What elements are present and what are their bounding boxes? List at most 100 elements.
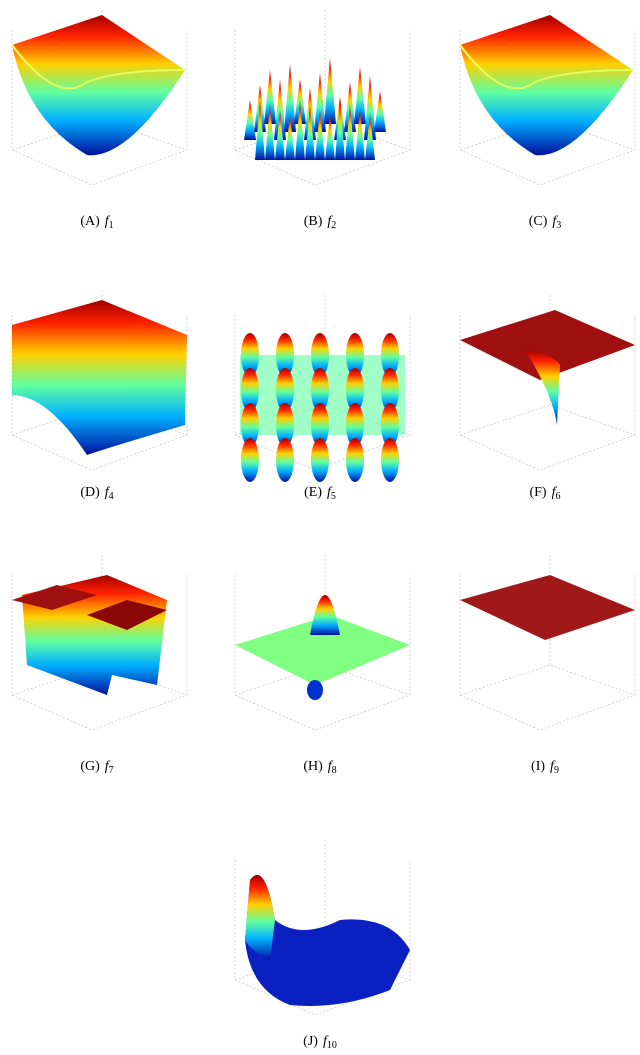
caption-label: (B)	[304, 214, 323, 229]
panel	[459, 295, 636, 471]
caption-func: f	[105, 214, 111, 229]
caption-sub: 6	[556, 491, 561, 502]
panel	[459, 555, 636, 731]
caption-func: f	[105, 485, 111, 500]
surface-edge	[459, 44, 634, 90]
surface	[12, 15, 185, 156]
spike	[274, 79, 286, 140]
caption-label: (I)	[531, 759, 545, 774]
caption-label: (D)	[80, 485, 100, 500]
spike	[364, 76, 376, 140]
spike	[365, 115, 375, 160]
caption-func: f	[552, 485, 558, 500]
spike	[255, 100, 265, 160]
bump	[346, 333, 364, 377]
surface	[12, 300, 187, 455]
panel	[234, 840, 411, 1016]
caption-sub: 1	[109, 220, 114, 231]
spike	[374, 91, 386, 132]
caption-label: (H)	[303, 759, 323, 774]
block	[87, 600, 167, 630]
surface-edge	[11, 44, 186, 90]
bump	[276, 368, 294, 412]
panel	[11, 295, 188, 471]
caption-sub: 2	[331, 220, 336, 231]
caption-sub: 4	[109, 491, 114, 502]
caption: (D) f4	[80, 485, 113, 502]
caption-func: f	[328, 759, 334, 774]
spike	[314, 73, 326, 132]
bump	[311, 333, 329, 377]
panel	[234, 555, 411, 731]
panel	[234, 295, 411, 482]
plane	[460, 310, 635, 380]
caption: (B) f2	[304, 214, 337, 231]
bump	[311, 438, 329, 482]
spike	[295, 100, 305, 160]
caption-sub: 5	[331, 491, 336, 502]
caption-func: f	[323, 1034, 329, 1049]
axes-box	[459, 295, 636, 471]
caption-label: (G)	[80, 759, 100, 774]
panel	[459, 10, 636, 186]
caption-func: f	[327, 485, 333, 500]
bump	[381, 403, 399, 447]
caption: (C) f3	[529, 214, 562, 231]
panel	[11, 555, 188, 731]
surface	[245, 875, 410, 1006]
caption-sub: 10	[327, 1040, 337, 1051]
spike	[324, 58, 336, 124]
bump	[346, 438, 364, 482]
caption: (A) f1	[80, 214, 113, 231]
spike	[325, 115, 335, 160]
funnel	[525, 350, 560, 425]
spike	[264, 70, 276, 124]
bump	[241, 368, 259, 412]
bump	[346, 368, 364, 412]
bump	[241, 403, 259, 447]
bump	[241, 438, 259, 482]
bump	[276, 403, 294, 447]
bump	[276, 438, 294, 482]
caption-func: f	[552, 214, 558, 229]
spike	[285, 115, 295, 160]
caption: (H) f8	[303, 759, 336, 776]
caption-label: (J)	[303, 1034, 318, 1049]
panel	[11, 10, 188, 186]
block	[12, 585, 97, 610]
spike	[305, 105, 315, 160]
spike	[335, 100, 345, 160]
caption-func: f	[105, 759, 111, 774]
bump	[311, 368, 329, 412]
axes-box	[459, 555, 636, 731]
caption-label: (F)	[529, 485, 546, 500]
caption-sub: 9	[554, 765, 559, 776]
bump	[381, 368, 399, 412]
spike	[345, 105, 355, 160]
caption: (E) f5	[304, 485, 336, 502]
caption-label: (E)	[304, 485, 322, 500]
caption-sub: 7	[109, 765, 114, 776]
spike	[284, 64, 296, 132]
caption-label: (A)	[80, 214, 100, 229]
surface	[460, 15, 633, 156]
caption-sub: 8	[332, 765, 337, 776]
spike	[354, 67, 366, 124]
plane	[460, 575, 635, 640]
spike	[315, 110, 325, 160]
bump	[276, 333, 294, 377]
peak	[310, 595, 340, 635]
bump	[311, 403, 329, 447]
bump	[241, 333, 259, 377]
caption-func: f	[327, 214, 333, 229]
caption: (G) f7	[80, 759, 113, 776]
panel	[234, 10, 411, 186]
bump	[381, 333, 399, 377]
peak	[245, 875, 275, 960]
caption: (I) f9	[531, 759, 559, 776]
bump	[346, 403, 364, 447]
caption: (J) f10	[303, 1034, 337, 1051]
caption-func: f	[550, 759, 556, 774]
plane	[235, 615, 410, 685]
